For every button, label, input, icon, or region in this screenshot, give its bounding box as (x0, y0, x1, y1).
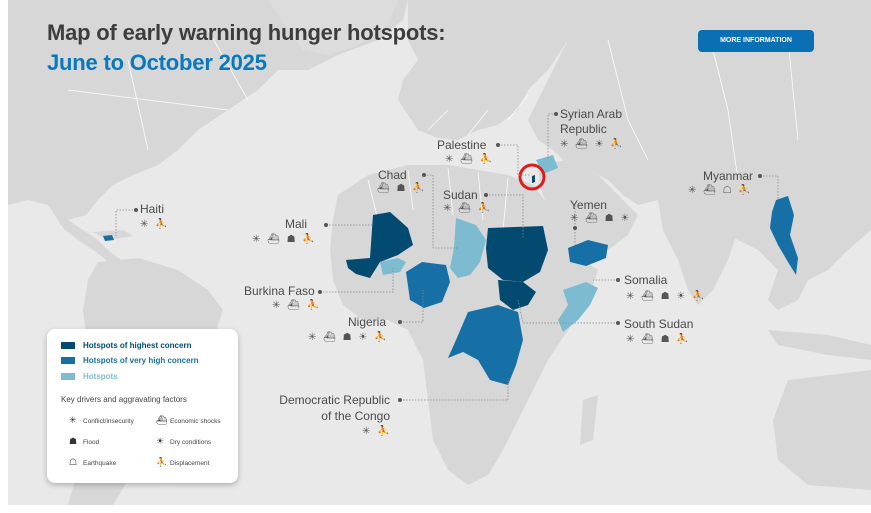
haiti-shape (103, 235, 114, 241)
label-mali[interactable]: Mali (285, 217, 308, 231)
legend-economic: ⛴ Economic shocks (156, 415, 221, 426)
label-somalia[interactable]: Somalia (624, 273, 668, 287)
syria-driver-icons: ✳ ⛴ ☀ ⛹ (560, 139, 625, 150)
europe-landmass (398, 0, 568, 140)
yemen-driver-icons: ✳ ⛴ ☗ ☀ (570, 213, 632, 224)
mali-shape (346, 212, 413, 278)
page-subtitle: June to October 2025 (47, 50, 267, 75)
palestine-driver-icons: ✳ ⛴ ⛹ (445, 154, 495, 165)
flood-icon: ☗ (69, 436, 78, 446)
label-palestine[interactable]: Palestine (437, 138, 487, 152)
label-syria-line2[interactable]: Republic (560, 122, 607, 136)
drc-driver-icons: ✳ ⛹ (362, 426, 392, 437)
label-drc-line1[interactable]: Democratic Republic (279, 393, 390, 407)
legend-very-high: Hotspots of very high concern (61, 356, 199, 365)
myanmar-shape (770, 196, 798, 275)
legend-flood-label: Flood (83, 439, 100, 446)
legend-hotspot: Hotspots (61, 372, 118, 381)
australia-landmass (773, 370, 871, 490)
burkina-faso-driver-icons: ✳ ⛴ ⛹ (272, 300, 322, 311)
north-america-landmass (8, 0, 408, 220)
myanmar-driver-icons: ✳ ⛴ ☖ ⛹ (688, 185, 753, 196)
legend-earthquake: ☖ Earthquake (69, 457, 116, 468)
legend-conflict-label: Conflict/insecurity (83, 418, 134, 425)
yemen-shape (568, 240, 608, 266)
legend-displacement: ⛹ Displacement (156, 457, 209, 468)
legend-economic-label: Economic shocks (170, 418, 221, 425)
nigeria-driver-icons: ✳ ⛴ ☗ ☀ ⛹ (308, 332, 389, 343)
burkina-faso-shape (380, 258, 406, 275)
palestine-shape (532, 175, 535, 183)
label-south-sudan[interactable]: South Sudan (624, 317, 694, 331)
sudan-shape (486, 226, 548, 282)
south-sudan-driver-icons: ✳ ⛴ ☗ ⛹ (626, 334, 691, 345)
legend-flood: ☗ Flood (69, 436, 99, 447)
south-sudan-shape (498, 280, 536, 310)
label-burkina-faso[interactable]: Burkina Faso (244, 284, 315, 298)
label-nigeria[interactable]: Nigeria (348, 315, 387, 329)
legend-highest: Hotspots of highest concern (61, 341, 191, 350)
dry-conditions-icon: ☀ (156, 436, 165, 446)
page-title: Map of early warning hunger hotspots: (47, 20, 446, 45)
earthquake-icon: ☖ (69, 457, 78, 467)
economic-shock-icon: ⛴ (156, 415, 168, 425)
legend-swatch-hotspot (61, 373, 75, 381)
palestine-highlight-circle (518, 163, 546, 191)
label-haiti[interactable]: Haiti (140, 202, 165, 216)
nigeria-shape (406, 262, 450, 308)
drc-shape (448, 305, 523, 385)
legend-very-high-label: Hotspots of very high concern (83, 356, 199, 365)
legend-drivers-title: Key drivers and aggravating factors (61, 395, 187, 404)
conflict-icon: ✳ (69, 415, 77, 425)
legend-highest-label: Hotspots of highest concern (83, 341, 192, 350)
displacement-icon: ⛹ (156, 457, 168, 467)
legend-dry: ☀ Dry conditions (156, 436, 211, 447)
label-sudan[interactable]: Sudan (443, 188, 478, 202)
legend-hotspot-label: Hotspots (83, 372, 118, 381)
label-syria-line1[interactable]: Syrian Arab (560, 107, 623, 121)
label-yemen[interactable]: Yemen (570, 198, 607, 212)
somalia-driver-icons: ✳ ⛴ ☗ ☀ ⛹ (626, 291, 707, 302)
more-information-button[interactable]: MORE INFORMATION (698, 30, 814, 52)
somalia-shape (558, 282, 598, 332)
mali-driver-icons: ✳ ⛴ ☗ ⛹ (252, 234, 317, 245)
haiti-driver-icons: ✳ ⛹ (140, 219, 170, 230)
chad-shape (450, 218, 486, 278)
label-chad[interactable]: Chad (378, 168, 407, 182)
sudan-driver-icons: ✳ ⛴ ⛹ (443, 203, 493, 214)
map-legend: Hotspots of highest concern Hotspots of … (47, 329, 238, 483)
chad-driver-icons: ⛴ ☗ ⛹ (377, 183, 427, 194)
legend-dry-label: Dry conditions (170, 439, 212, 446)
legend-swatch-highest (61, 342, 75, 350)
legend-earthquake-label: Earthquake (83, 460, 117, 467)
label-drc-line2[interactable]: of the Congo (321, 409, 390, 423)
legend-conflict: ✳ Conflict/insecurity (69, 415, 134, 426)
label-myanmar[interactable]: Myanmar (703, 169, 754, 183)
central-america-landmass (48, 205, 126, 268)
india-landmass (658, 200, 738, 305)
legend-displacement-label: Displacement (170, 460, 210, 467)
legend-swatch-very-high (61, 357, 75, 365)
greenland-landmass (268, 0, 398, 55)
